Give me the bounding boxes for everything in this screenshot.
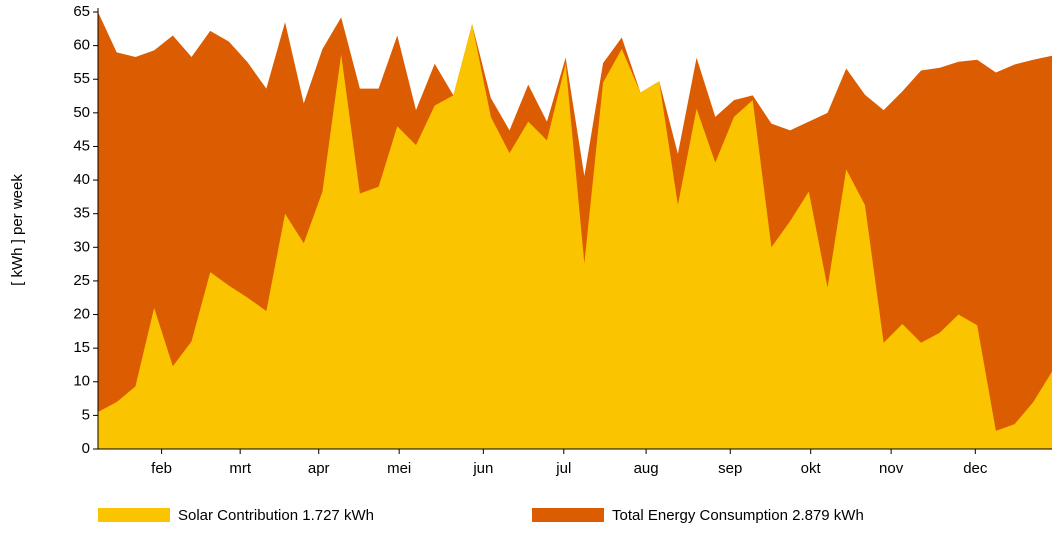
x-tick-label: aug (634, 460, 659, 477)
legend-swatch (98, 508, 170, 522)
x-tick-label: mei (387, 460, 411, 477)
x-tick-label: okt (801, 460, 822, 477)
x-tick-label: jun (472, 460, 493, 477)
y-tick-label: 20 (73, 306, 90, 323)
y-axis-label: [ kWh ] per week (9, 174, 26, 286)
y-tick-label: 30 (73, 238, 90, 255)
y-tick-label: 50 (73, 104, 90, 121)
y-tick-label: 55 (73, 70, 90, 87)
y-tick-label: 25 (73, 272, 90, 289)
x-tick-label: mrt (229, 460, 251, 477)
x-tick-label: nov (879, 460, 904, 477)
x-tick-label: feb (151, 460, 172, 477)
y-tick-label: 65 (73, 3, 90, 20)
legend-label: Total Energy Consumption 2.879 kWh (612, 507, 864, 524)
y-tick-label: 5 (82, 406, 90, 423)
y-tick-label: 60 (73, 37, 90, 54)
x-tick-label: dec (963, 460, 988, 477)
x-tick-label: sep (718, 460, 742, 477)
y-tick-label: 45 (73, 137, 90, 154)
y-tick-label: 40 (73, 171, 90, 188)
area (98, 24, 1052, 450)
legend-label: Solar Contribution 1.727 kWh (178, 507, 374, 524)
y-tick-label: 10 (73, 373, 90, 390)
legend-swatch (532, 508, 604, 522)
x-tick-label: apr (308, 460, 330, 477)
y-tick-label: 15 (73, 339, 90, 356)
y-tick-label: 35 (73, 205, 90, 222)
x-tick-label: jul (555, 460, 571, 477)
y-tick-label: 0 (82, 440, 90, 457)
